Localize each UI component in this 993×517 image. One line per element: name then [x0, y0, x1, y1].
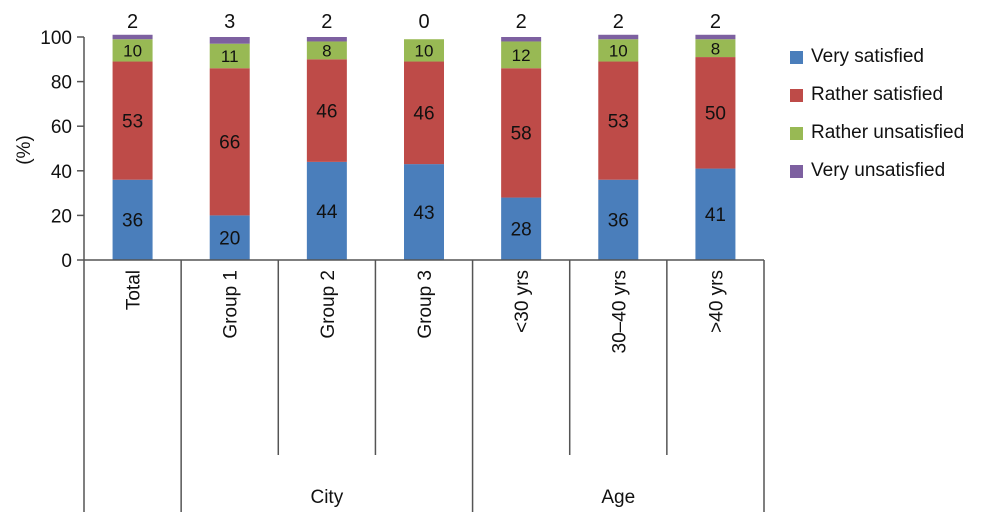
y-tick-label: 80 [51, 73, 72, 94]
legend-swatch [790, 126, 803, 140]
data-label: 12 [512, 46, 531, 65]
bar-segment [404, 164, 444, 260]
x-tick-label: Group 2 [318, 270, 339, 339]
data-label: 66 [219, 133, 240, 154]
legend-swatch [790, 88, 803, 102]
bar-segment [501, 41, 542, 69]
data-label-top: 2 [127, 11, 138, 33]
y-tick-label: 100 [40, 28, 72, 49]
legend-swatch [790, 50, 803, 64]
data-label: 28 [511, 220, 532, 241]
y-tick-label: 40 [51, 162, 72, 183]
data-label: 10 [123, 42, 142, 61]
data-label: 50 [705, 104, 726, 125]
bar-segment [112, 61, 153, 180]
y-tick-label: 60 [51, 117, 72, 138]
data-label: 46 [316, 101, 337, 122]
legend-item: Very satisfied [790, 38, 964, 76]
legend-swatch [790, 164, 803, 178]
bar-segment [404, 61, 444, 165]
data-label-top: 0 [418, 11, 429, 33]
data-label: 53 [122, 111, 143, 132]
legend-item: Very unsatisfied [790, 152, 964, 190]
bar-segment [112, 39, 153, 62]
data-label-top: 2 [321, 11, 332, 33]
bar-segment [598, 39, 639, 62]
data-label: 43 [413, 203, 434, 224]
bar-segment [501, 197, 542, 260]
bar-segment [209, 215, 250, 260]
x-tick-label: 30–40 yrs [609, 270, 630, 353]
bar-segment [209, 43, 250, 69]
bar-segment [695, 57, 736, 169]
y-axis-label: (%) [14, 135, 35, 165]
data-label-top: 2 [516, 11, 527, 33]
bar-segment [306, 59, 347, 162]
data-label: 10 [609, 42, 628, 61]
bar-segment [306, 161, 347, 260]
bar-segment [695, 39, 736, 58]
legend-label: Rather satisfied [811, 84, 944, 105]
x-tick-label: Group 1 [221, 270, 242, 339]
bar-segment [112, 34, 153, 40]
bar-segment [501, 68, 542, 198]
bar-segment [112, 179, 153, 260]
data-label: 41 [705, 205, 726, 226]
data-label: 20 [219, 229, 240, 250]
data-label: 36 [608, 211, 629, 232]
data-label: 58 [511, 124, 532, 145]
x-tick-label: >40 yrs [706, 270, 727, 333]
bar-segment [306, 41, 347, 60]
group-label: Age [601, 487, 635, 508]
data-label: 36 [122, 211, 143, 232]
x-tick-label: <30 yrs [512, 270, 533, 333]
bar-segment [209, 37, 250, 44]
data-label: 53 [608, 111, 629, 132]
data-label-top: 3 [224, 11, 235, 33]
legend-label: Rather unsatisfied [811, 122, 965, 143]
bar-segment [501, 37, 542, 42]
bar-segment [598, 61, 639, 180]
bar-segment [598, 179, 639, 260]
bar-segment [695, 168, 736, 260]
data-label: 10 [415, 42, 434, 61]
y-tick-label: 0 [61, 251, 72, 272]
bar-segment [306, 37, 347, 42]
bar-segment [695, 34, 736, 40]
data-label-top: 2 [710, 11, 721, 33]
legend-label: Very unsatisfied [811, 160, 946, 181]
data-label: 8 [322, 42, 331, 61]
bar-segment [209, 68, 250, 216]
data-label: 11 [221, 47, 239, 66]
bar-segment [404, 39, 444, 62]
data-label: 46 [413, 104, 434, 125]
x-tick-label: Group 3 [415, 270, 436, 339]
legend-label: Very satisfied [811, 46, 924, 67]
y-tick-label: 20 [51, 206, 72, 227]
chart-legend: Very satisfied Rather satisfied Rather uns… [790, 38, 964, 190]
data-label: 8 [711, 39, 720, 58]
data-label: 44 [316, 202, 338, 223]
group-label: City [310, 487, 343, 508]
x-tick-label: Total [124, 270, 145, 310]
legend-item: Rather unsatisfied [790, 114, 964, 152]
bar-segment [598, 34, 639, 40]
data-label-top: 2 [613, 11, 624, 33]
legend-item: Rather satisfied [790, 76, 964, 114]
